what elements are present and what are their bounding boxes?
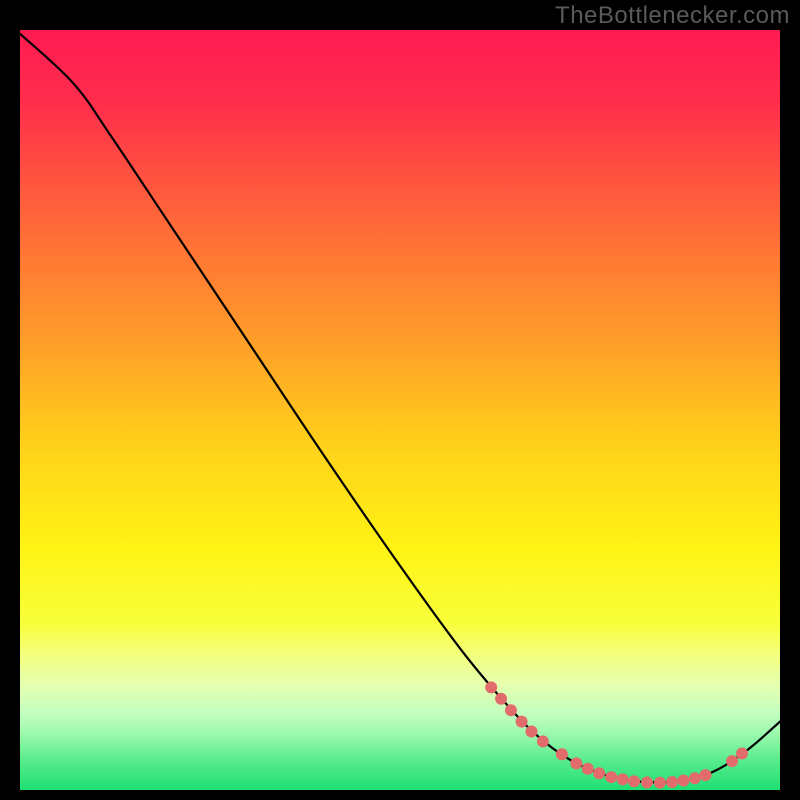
scatter-point [525,725,537,737]
scatter-point [593,767,605,779]
chart [20,30,780,790]
watermark-text: TheBottlenecker.com [555,2,790,30]
scatter-point [516,716,528,728]
scatter-point [582,763,594,775]
scatter-point [505,704,517,716]
scatter-point [485,681,497,693]
scatter-point [689,772,701,784]
scatter-point [617,773,629,785]
scatter-point [605,771,617,783]
scatter-point [495,693,507,705]
scatter-point [537,735,549,747]
scatter-point [700,769,712,781]
scatter-point [726,755,738,767]
scatter-point [641,776,653,788]
scatter-point [736,748,748,760]
scatter-point [654,777,666,789]
scatter-point [677,775,689,787]
scatter-point [556,748,568,760]
scatter-point [570,757,582,769]
scatter-point [628,775,640,787]
scatter-point [666,776,678,788]
chart-background [20,30,780,790]
